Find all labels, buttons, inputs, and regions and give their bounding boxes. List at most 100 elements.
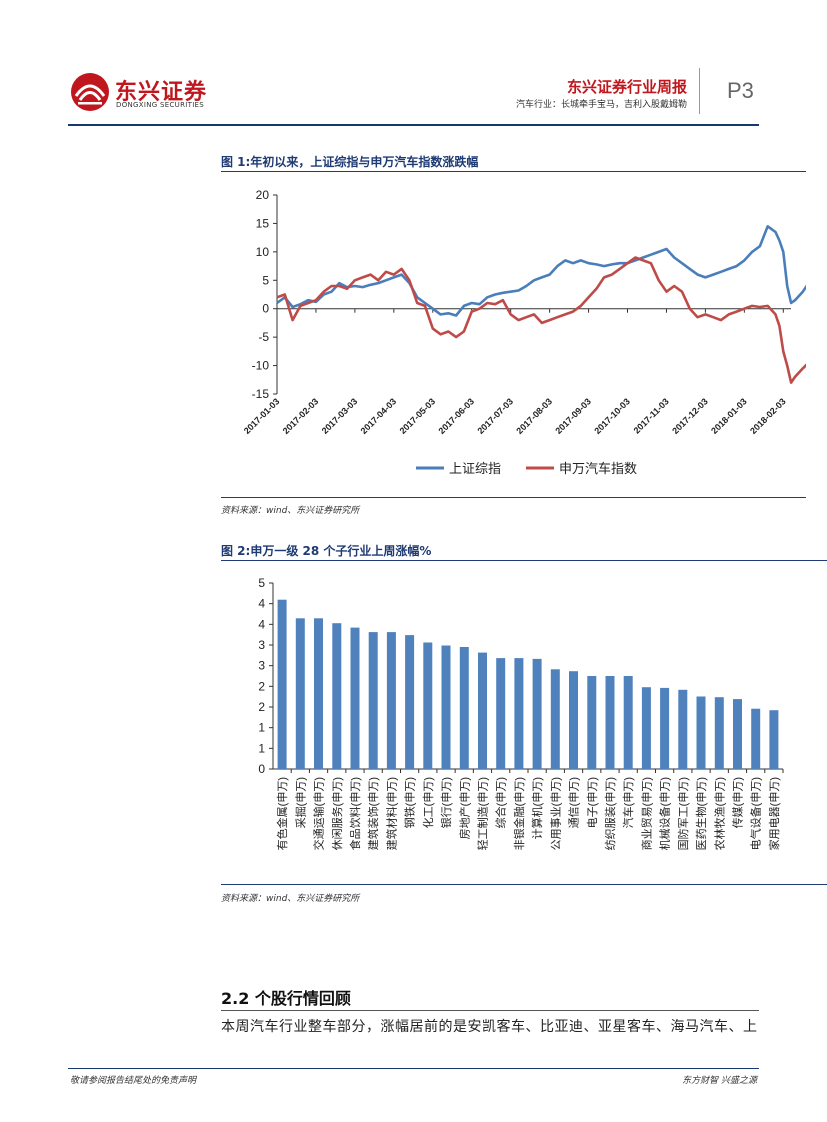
chart2-category-label-16: 通信(申万): [568, 777, 581, 828]
page-number: P3: [727, 78, 754, 103]
figure2-source: 资料来源：wind、东兴证券研究所: [221, 894, 360, 904]
chart2-bar-3: [332, 623, 342, 769]
chart2-bar-19: [623, 676, 633, 769]
chart2-bar-24: [714, 697, 724, 769]
footer-rule: [68, 1068, 759, 1069]
figure1-line-chart: 2017-01-03 2017-02-03 2017-03-03 2017-04-03…: [242, 188, 806, 476]
figure1-source: 资料来源：wind、东兴证券研究所: [221, 506, 360, 516]
header-divider: [699, 68, 700, 114]
chart2-bar-6: [386, 632, 396, 769]
chart2-bar-16: [569, 671, 578, 769]
header-rule: [68, 124, 759, 126]
chart1-series-line-1: [276, 256, 806, 384]
chart2-category-label-18: 纺织服装(申万): [603, 777, 617, 850]
chart1-y-tick-labels: 20 15 10 5 0 -5 -10 -15: [252, 188, 270, 401]
chart2-bar-26: [751, 708, 761, 769]
chart2-category-label-27: 家用电器(申万): [767, 777, 781, 850]
figure2-top-rule: [221, 560, 827, 561]
chart2-category-label-21: 机械设备(申万): [658, 777, 672, 850]
chart2-bar-17: [587, 676, 597, 769]
chart2-bar-0: [277, 599, 287, 769]
chart2-y-label-3: 3: [258, 638, 265, 652]
chart1-x-label-7: 2017-08-03: [514, 396, 554, 436]
chart2-category-label-26: 电气设备(申万): [749, 777, 763, 850]
section-heading: 2.2 个股行情回顾: [221, 989, 351, 1008]
chart2-bar-4: [350, 627, 360, 769]
chart2-bar-2: [314, 618, 323, 769]
chart2-category-label-1: 采掘(申万): [293, 777, 307, 828]
body-paragraph: 本周汽车行业整车部分，涨幅居前的是安凯客车、比亚迪、亚星客车、海马汽车、上: [221, 1019, 758, 1035]
chart2-bar-7: [405, 635, 415, 769]
chart1-y-label-4: 0: [262, 302, 269, 316]
chart2-bar-23: [696, 696, 706, 769]
chart2-y-label-4: 3: [258, 659, 265, 673]
chart1-y-label-1: 15: [256, 216, 270, 230]
footer-disclaimer: 敬请参阅报告结尾处的免责声明: [70, 1076, 197, 1086]
chart1-x-label-11: 2017-12-03: [670, 396, 710, 436]
chart2-y-label-0: 5: [258, 576, 265, 590]
chart1-y-label-3: 5: [262, 273, 269, 287]
chart2-category-label-19: 汽车(申万): [621, 777, 635, 828]
chart1-y-label-7: -15: [252, 387, 270, 401]
chart2-y-tick-labels: 5 4 4 3 3 2 2 1 1 0: [258, 576, 265, 776]
chart2-bar-21: [660, 687, 670, 769]
figure2-title: 图 2:申万一级 28 个子行业上周涨幅%: [221, 544, 432, 558]
chart2-bar-14: [532, 658, 542, 769]
report-title: 东兴证券行业周报: [566, 78, 687, 96]
chart2-bar-10: [459, 647, 469, 769]
chart2-category-label-25: 传媒(申万): [731, 777, 744, 828]
chart1-x-label-1: 2017-02-03: [281, 396, 321, 436]
chart2-category-label-20: 商业贸易(申万): [639, 777, 653, 850]
chart2-bar-18: [605, 676, 615, 769]
chart2-category-label-13: 非银金融(申万): [512, 777, 526, 850]
chart2-category-label-22: 国防军工(申万): [676, 777, 690, 850]
chart1-y-label-6: -10: [252, 359, 270, 373]
chart1-series: [276, 225, 806, 384]
chart2-category-label-11: 轻工制造(申万): [475, 777, 489, 850]
chart2-bar-13: [514, 658, 524, 769]
chart2-category-label-9: 银行(申万): [439, 777, 453, 828]
chart1-x-label-8: 2017-09-03: [553, 396, 593, 436]
chart1-y-label-5: -5: [258, 330, 269, 344]
chart2-y-label-9: 0: [258, 762, 265, 776]
chart2-bar-5: [368, 632, 378, 769]
chart2-y-label-6: 2: [258, 700, 265, 714]
logo-mark-icon: [71, 73, 109, 111]
chart2-bar-27: [769, 710, 779, 769]
chart2-category-label-4: 食品饮料(申万): [348, 777, 362, 850]
chart1-legend-label-0: 上证综指: [449, 461, 501, 476]
chart2-y-label-7: 1: [258, 721, 265, 735]
chart2-bar-8: [423, 642, 433, 769]
section-rule: [221, 1010, 759, 1011]
chart1-x-label-0: 2017-01-03: [242, 396, 282, 436]
chart1-x-label-9: 2017-10-03: [592, 396, 632, 436]
chart2-bar-12: [496, 658, 506, 769]
chart1-x-label-12: 2018-01-03: [709, 396, 749, 436]
chart1-x-label-3: 2017-04-03: [359, 396, 399, 436]
chart1-x-label-2: 2017-03-03: [320, 396, 360, 436]
chart2-category-label-8: 化工(申万): [421, 777, 435, 828]
figure1-title: 图 1:年初以来，上证综指与申万汽车指数涨跌幅: [221, 155, 479, 169]
chart2-y-label-1: 4: [258, 597, 265, 611]
figure1-bottom-rule: [221, 497, 806, 498]
chart2-bar-11: [478, 652, 487, 769]
chart2-category-label-23: 医药生物(申万): [694, 777, 708, 850]
chart1-x-label-6: 2017-07-03: [475, 396, 515, 436]
chart1-y-label-2: 10: [256, 245, 270, 259]
figure2-bar-chart: 5 4 4 3 3 2 2 1 1 0 有色金属(申万) 采掘(申万) 交通运输(申万) 休闲服务(申万…: [258, 576, 784, 850]
chart1-x-label-5: 2017-06-03: [437, 396, 477, 436]
footer-slogan: 东方财智 兴盛之源: [682, 1076, 757, 1086]
logo-text-en: DONGXING SECURITIES: [116, 101, 205, 109]
chart2-category-label-12: 综合(申万): [494, 777, 508, 828]
logo-text-cn: 东兴证券: [115, 80, 208, 105]
chart2-category-label-15: 公用事业(申万): [549, 777, 562, 850]
report-subtitle: 汽车行业：长城牵手宝马，吉利入股戴姆勒: [515, 100, 687, 110]
chart1-series-line-0: [276, 225, 806, 317]
chart2-category-label-14: 计算机(申万): [530, 777, 544, 839]
chart1-legend: 上证综指 申万汽车指数: [416, 461, 637, 476]
chart1-x-tick-labels: 2017-01-03 2017-02-03 2017-03-03 2017-04-03…: [242, 396, 788, 436]
chart2-bars: [277, 599, 779, 769]
chart2-category-label-5: 建筑装饰(申万): [366, 777, 380, 850]
chart2-category-label-24: 农林牧渔(申万): [712, 777, 726, 850]
chart2-category-label-0: 有色金属(申万): [275, 777, 289, 850]
